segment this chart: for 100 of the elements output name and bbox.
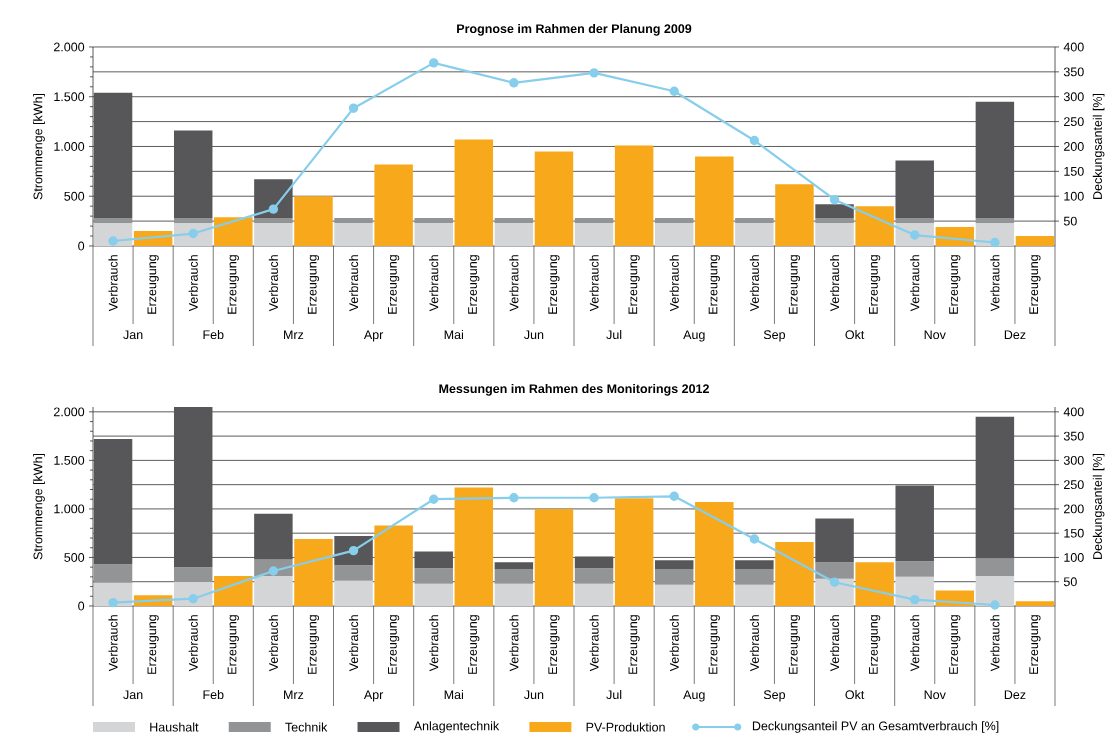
text: Apr: [363, 690, 384, 702]
bar: [334, 223, 373, 246]
point: [589, 68, 599, 78]
bar: [214, 575, 253, 606]
x-tick-label: Erzeugung: [227, 615, 239, 674]
bar: [775, 184, 814, 246]
y2-tick-label: 400: [1063, 407, 1084, 417]
x-tick-label: Erzeugung: [708, 255, 720, 314]
y2-tick-label: 100: [1064, 191, 1084, 201]
text: Jul: [606, 689, 622, 700]
x-tick-label: Erzeugung: [468, 255, 480, 314]
bar: [173, 218, 213, 224]
y-tick-label: 500: [64, 553, 85, 562]
point: [188, 594, 198, 604]
text: Jan: [123, 330, 143, 340]
x-tick-label: Erzeugung: [307, 615, 320, 674]
x-tick-label: Erzeugung: [147, 255, 159, 314]
bar: [735, 569, 774, 585]
text: Sep: [763, 330, 786, 342]
y-tick-label: 2.000: [53, 407, 85, 417]
bar: [173, 406, 213, 568]
bar: [494, 562, 534, 570]
bar: [735, 218, 774, 224]
bar: [574, 583, 614, 606]
y2-tick-label: 300: [1063, 455, 1084, 465]
bar: [414, 583, 453, 606]
point: [990, 600, 1000, 610]
x-tick-label: Erzeugung: [788, 615, 801, 674]
text: Mrz: [284, 690, 304, 699]
text: Okt: [845, 329, 865, 340]
bar: [574, 556, 614, 569]
bar: [93, 439, 133, 565]
x-tick-label: Erzeugung: [227, 255, 239, 314]
text: Aug: [683, 690, 705, 702]
point: [509, 78, 519, 88]
point: [829, 195, 840, 205]
bar: [815, 562, 854, 579]
bar: [614, 498, 654, 606]
bar: [735, 584, 774, 606]
x-tick-label: Verbrauch: [829, 255, 840, 312]
y2-tick-label: 250: [1064, 480, 1084, 490]
bar: [775, 541, 814, 606]
legend-label: Deckungsanteil PV an Gesamtverbrauch [%]: [752, 721, 999, 733]
x-tick-label: Verbrauch: [910, 615, 920, 672]
y2-axis-title: Deckungsanteil [%]: [1092, 453, 1105, 559]
point: [348, 103, 359, 113]
y-tick-label: 1.000: [54, 142, 85, 151]
bar: [414, 223, 453, 246]
text: Okt: [845, 689, 865, 700]
x-tick-label: Verbrauch: [669, 255, 679, 312]
y-tick-label: 1.500: [54, 455, 85, 465]
bar: [414, 551, 453, 569]
text: Nov: [924, 690, 946, 700]
x-tick-label: Erzeugung: [788, 255, 801, 314]
bar: [975, 218, 1015, 224]
bar: [1015, 236, 1055, 246]
bar: [534, 508, 574, 606]
text: Sep: [763, 690, 786, 702]
bar: [173, 567, 213, 582]
x-tick-label: Erzeugung: [869, 615, 881, 674]
text: Mrz: [284, 330, 304, 339]
y2-tick-label: 350: [1063, 431, 1084, 441]
x-tick-label: Erzeugung: [548, 615, 560, 674]
bar: [654, 569, 694, 585]
point: [429, 58, 439, 68]
text: Feb: [203, 329, 224, 340]
point: [910, 594, 920, 605]
y2-tick-label: 350: [1063, 67, 1084, 77]
x-tick-label: Verbrauch: [749, 255, 759, 312]
bar: [975, 575, 1015, 606]
bar: [93, 92, 133, 219]
bar: [494, 569, 534, 584]
bar: [334, 580, 373, 606]
bar: [294, 539, 333, 606]
bar: [735, 560, 774, 570]
bar: [815, 218, 854, 224]
bar: [494, 218, 534, 224]
point: [589, 493, 599, 503]
bar: [334, 218, 373, 224]
y-tick-label: 0: [78, 601, 85, 611]
bar: [294, 196, 333, 246]
bar: [254, 575, 293, 606]
bar: [574, 223, 614, 246]
point: [749, 534, 760, 544]
y-tick-label: 1.000: [54, 504, 85, 514]
y2-axis-title: Deckungsanteil [%]: [1092, 93, 1105, 199]
point: [910, 230, 920, 240]
x-tick-label: Erzeugung: [1029, 255, 1041, 314]
bar: [494, 583, 534, 606]
x-tick-label: Verbrauch: [990, 255, 1000, 312]
bar: [695, 502, 734, 606]
bar: [614, 145, 654, 246]
text: Jul: [606, 329, 622, 340]
point: [990, 237, 1000, 248]
bar: [534, 151, 574, 246]
bar: [815, 204, 854, 219]
point: [749, 135, 760, 146]
chart-title: Messungen im Rahmen des Monitorings 2012: [439, 383, 709, 396]
point: [429, 494, 439, 504]
bar: [93, 564, 133, 583]
